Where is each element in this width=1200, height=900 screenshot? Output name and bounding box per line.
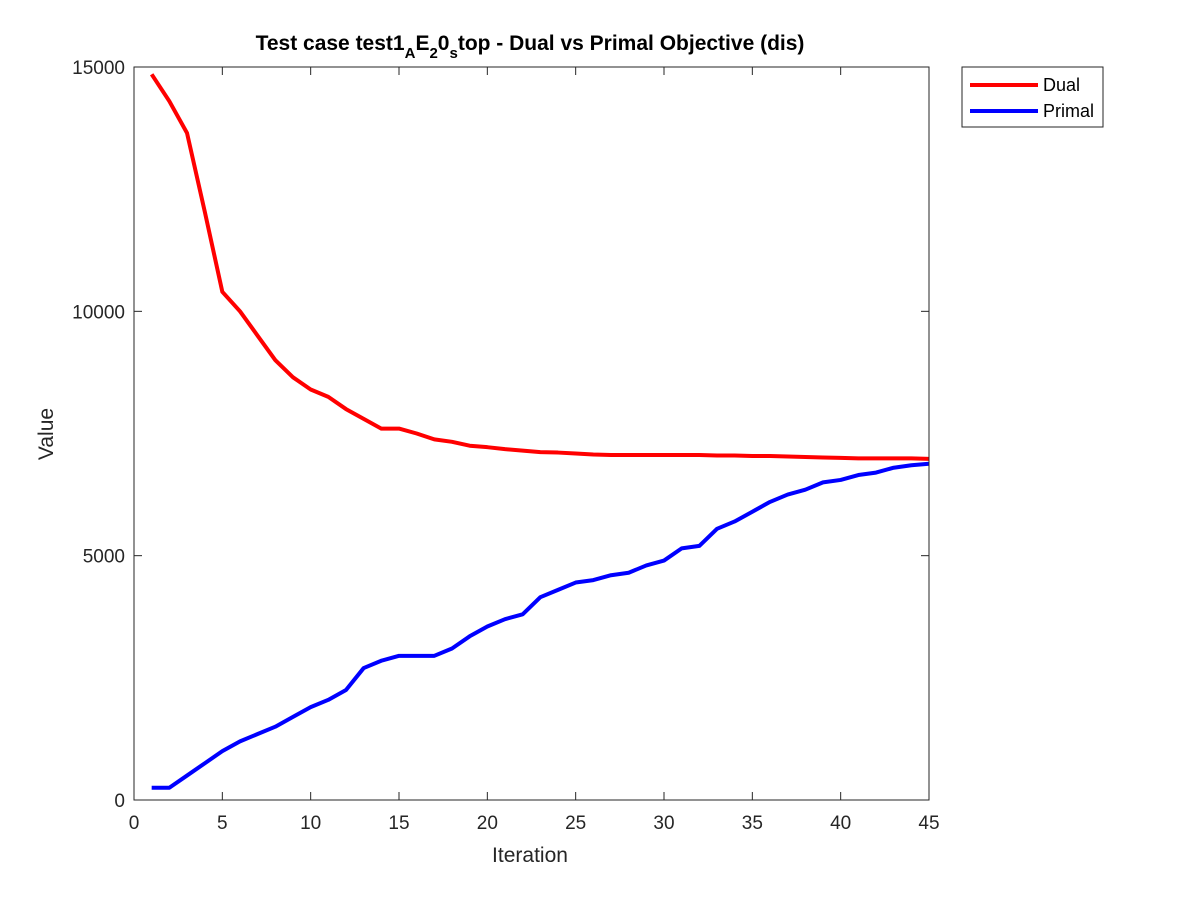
x-tick-label: 5 <box>217 813 228 834</box>
y-tick-label: 0 <box>114 791 125 812</box>
x-tick-label: 25 <box>565 813 586 834</box>
axes-frame <box>133 66 930 801</box>
title-subscript: A <box>405 45 416 62</box>
x-tick-label: 35 <box>742 813 763 834</box>
legend-label-dual: Dual <box>1043 75 1080 95</box>
x-tick-label: 30 <box>653 813 674 834</box>
x-tick-label: 0 <box>129 813 140 834</box>
title-subscript: s <box>449 45 457 62</box>
title-part: Test case test1 <box>256 32 405 55</box>
title-part: E <box>415 32 429 55</box>
title-part: 0 <box>438 32 450 55</box>
title-subscript: 2 <box>429 45 437 62</box>
y-tick-label: 15000 <box>72 58 125 79</box>
chart-title: Test case test1AE20stop - Dual vs Primal… <box>256 32 805 62</box>
x-tick-label: 20 <box>477 813 498 834</box>
series-line-primal <box>151 461 930 790</box>
series-line-dual <box>149 73 930 461</box>
legend-box <box>961 66 1104 128</box>
plot-background <box>134 67 929 800</box>
plot-area <box>134 67 929 800</box>
axes-layer: 0 5 10 15 20 25 30 35 40 45 0 5000 10000 15000 <box>72 58 939 834</box>
legend: Dual Primal <box>961 66 1104 128</box>
x-tick-label: 10 <box>300 813 321 834</box>
y-axis-label: Value <box>35 408 58 460</box>
y-tick-label: 5000 <box>83 547 125 568</box>
x-tick-label: 40 <box>830 813 851 834</box>
x-tick-label: 15 <box>388 813 409 834</box>
x-axis-label: Iteration <box>492 844 568 867</box>
x-tick-label: 45 <box>918 813 939 834</box>
title-part: top - Dual vs Primal Objective (dis) <box>458 32 805 55</box>
legend-label-primal: Primal <box>1043 101 1094 121</box>
series-layer <box>149 73 930 790</box>
y-tick-label: 10000 <box>72 302 125 323</box>
